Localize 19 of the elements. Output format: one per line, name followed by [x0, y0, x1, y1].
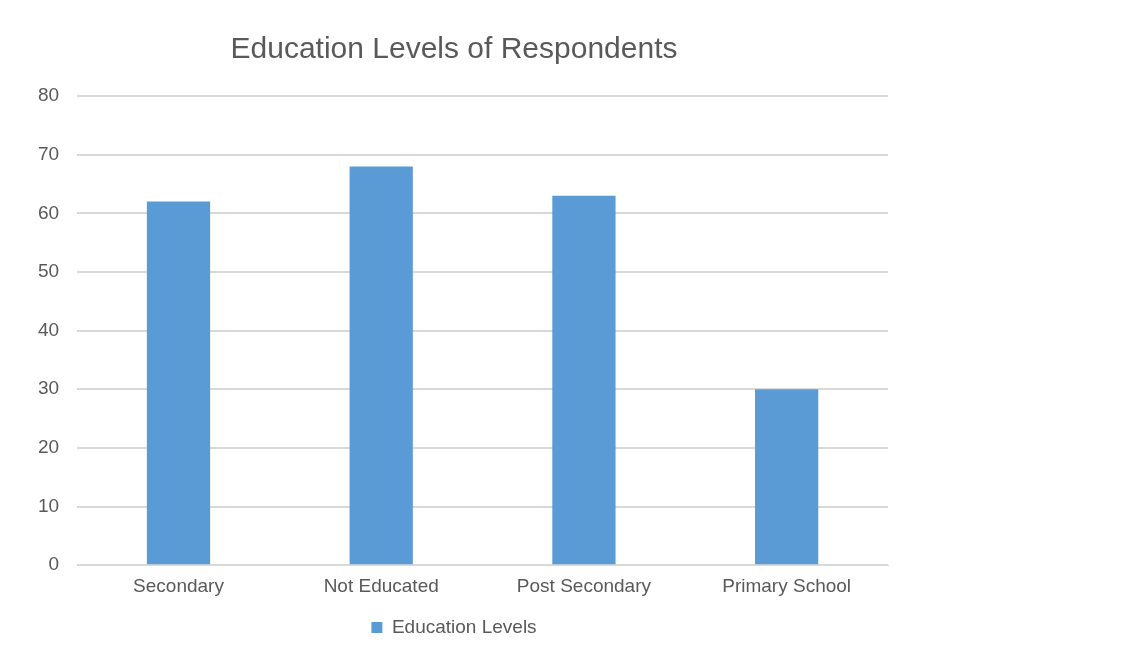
y-tick-label: 30 — [37, 377, 60, 399]
bar — [755, 389, 819, 565]
y-tick-label: 70 — [37, 142, 60, 164]
x-tick-label: Post Secondary — [516, 574, 652, 596]
chart-title: Education Levels of Respondents — [230, 31, 678, 65]
x-tick-label: Primary School — [722, 574, 852, 596]
bar — [552, 195, 616, 565]
y-tick-label: 50 — [37, 260, 60, 282]
y-tick-label: 80 — [37, 84, 60, 106]
legend-label: Education Levels — [391, 615, 537, 637]
y-tick-label: 10 — [37, 494, 60, 516]
y-tick-label: 0 — [48, 553, 60, 575]
y-tick-label: 60 — [37, 201, 60, 223]
bar — [349, 166, 413, 565]
x-tick-label: Not Educated — [323, 574, 439, 596]
bar — [146, 201, 211, 565]
y-tick-label: 40 — [37, 318, 60, 340]
y-tick-label: 20 — [37, 436, 60, 458]
x-tick-label: Secondary — [133, 574, 225, 596]
